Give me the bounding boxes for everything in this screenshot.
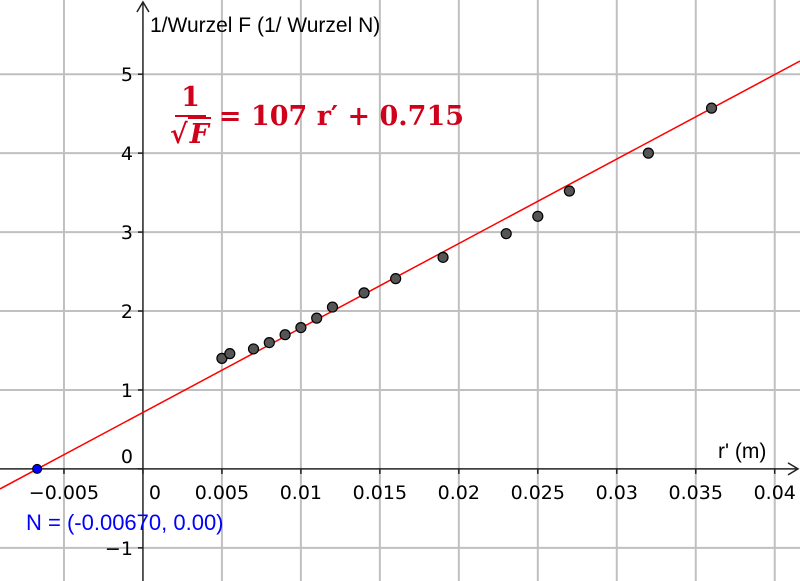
fit-line	[0, 60, 800, 490]
sqrt-icon: √	[170, 119, 188, 150]
data-point	[326, 301, 339, 313]
y-tick-label: 1	[121, 380, 133, 402]
equation-denominator: F	[187, 117, 211, 150]
data-point	[224, 348, 236, 360]
root-point	[32, 463, 43, 474]
y-tick-label: 4	[121, 143, 133, 165]
x-tick-label: 0.005	[195, 482, 249, 504]
y-axis-label: 1/Wurzel F (1/ Wurzel N)	[150, 14, 381, 37]
x-axis-label: r' (m)	[718, 440, 767, 463]
x-tick-label: −0.005	[29, 482, 99, 504]
x-tick-label: 0.015	[353, 482, 407, 504]
data-point	[563, 185, 575, 197]
x-tick-label: 0.02	[438, 482, 480, 504]
x-tick-label: 0.025	[511, 482, 565, 504]
data-point	[247, 343, 260, 355]
data-point	[500, 228, 512, 240]
data-point	[390, 273, 402, 285]
data-point	[705, 102, 718, 114]
x-tick-label: 0.01	[280, 482, 322, 504]
data-point	[311, 312, 323, 324]
x-tick-label: 0.04	[754, 482, 796, 504]
data-point	[532, 210, 544, 222]
equation-numerator: 1	[175, 82, 206, 117]
x-axis-arrow-icon	[787, 462, 800, 476]
fit-equation: 1 √F = 107 r′ + 0.715	[170, 82, 464, 150]
y-tick-label: 3	[121, 222, 133, 244]
data-point	[358, 287, 370, 299]
data-point	[279, 329, 291, 341]
x-tick-label: 0.03	[596, 482, 638, 504]
y-tick-label: 0	[121, 446, 133, 468]
equation-rhs: = 107 r′ + 0.715	[218, 100, 465, 132]
y-axis-arrow-icon	[136, 0, 150, 13]
x-tick-label: 0.035	[669, 482, 723, 504]
data-point	[642, 147, 654, 159]
data-point	[295, 322, 307, 334]
data-point	[263, 337, 275, 349]
y-tick-label: 2	[121, 301, 133, 323]
y-tick-label: 5	[121, 64, 133, 86]
data-point	[437, 251, 449, 263]
y-tick-label: −1	[105, 538, 133, 560]
root-point-label: N = (-0.00670, 0.00)	[26, 510, 224, 535]
x-tick-label: 0	[149, 482, 161, 504]
